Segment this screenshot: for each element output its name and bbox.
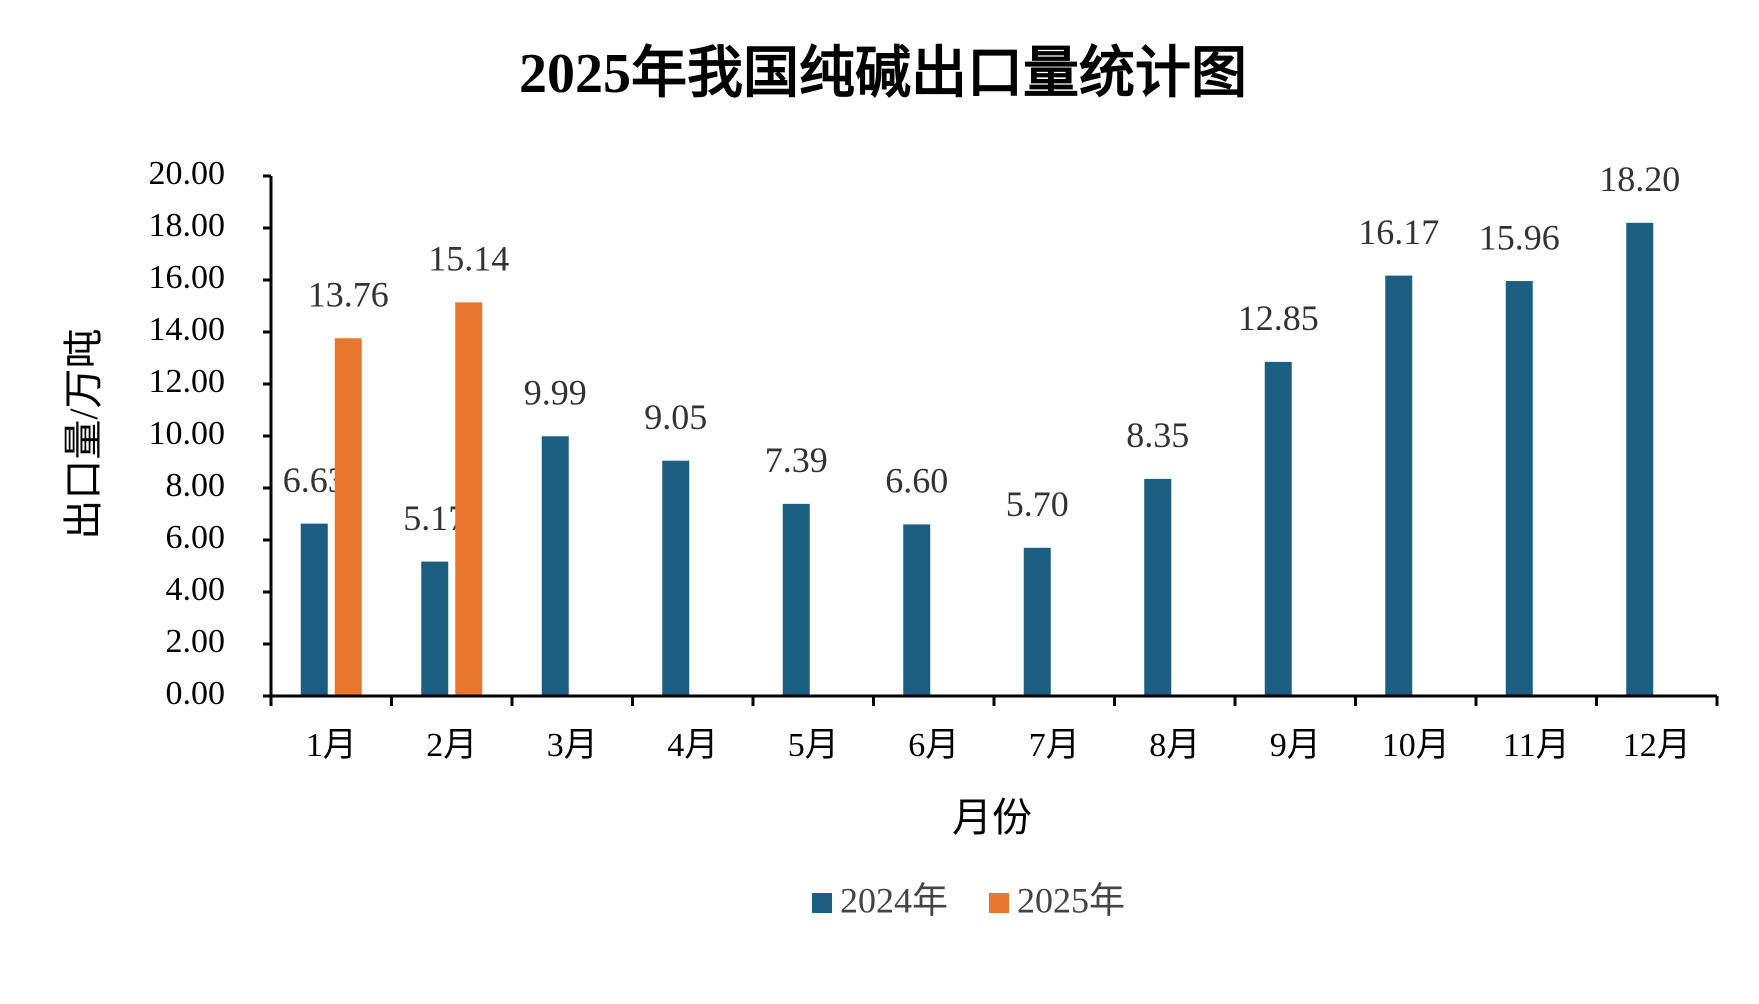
bar bbox=[1626, 222, 1654, 697]
data-label: 16.17 bbox=[1358, 212, 1439, 252]
bar bbox=[421, 561, 449, 696]
bar bbox=[903, 524, 931, 696]
bar bbox=[1144, 478, 1172, 696]
data-label: 15.14 bbox=[428, 239, 509, 279]
y-tick-label: 20.00 bbox=[149, 155, 226, 192]
y-tick-label: 4.00 bbox=[166, 571, 226, 608]
y-tick-label: 18.00 bbox=[149, 207, 226, 244]
y-tick-label: 10.00 bbox=[149, 415, 226, 452]
data-label: 5.70 bbox=[1006, 484, 1069, 524]
legend-swatch bbox=[989, 893, 1009, 913]
y-tick-label: 8.00 bbox=[166, 467, 226, 504]
x-tick-label: 6月 bbox=[908, 727, 959, 764]
x-axis-label: 月份 bbox=[952, 795, 1032, 840]
chart-title: 2025年我国纯碱出口量统计图 bbox=[519, 43, 1247, 105]
y-tick-label: 2.00 bbox=[166, 623, 226, 660]
data-label: 15.96 bbox=[1479, 217, 1560, 257]
y-tick-label: 14.00 bbox=[149, 311, 226, 348]
bar bbox=[334, 338, 362, 696]
bar bbox=[1385, 275, 1413, 696]
x-tick-label: 8月 bbox=[1149, 727, 1200, 764]
x-tick-label: 12月 bbox=[1623, 727, 1691, 764]
bar bbox=[300, 523, 328, 696]
data-label: 13.76 bbox=[308, 275, 389, 315]
data-label: 9.99 bbox=[524, 373, 587, 413]
x-tick-label: 2月 bbox=[426, 727, 477, 764]
data-label: 7.39 bbox=[765, 440, 828, 480]
legend-label: 2024年 bbox=[840, 880, 948, 920]
bar bbox=[1505, 281, 1533, 696]
y-tick-label: 6.00 bbox=[166, 519, 226, 556]
x-tick-label: 7月 bbox=[1029, 727, 1080, 764]
x-tick-label: 4月 bbox=[667, 727, 718, 764]
bar bbox=[782, 503, 810, 696]
y-tick-label: 0.00 bbox=[166, 675, 226, 712]
x-tick-label: 11月 bbox=[1503, 727, 1570, 764]
x-tick-label: 9月 bbox=[1270, 727, 1321, 764]
bar bbox=[455, 302, 483, 696]
bar bbox=[541, 436, 569, 696]
legend-label: 2025年 bbox=[1017, 880, 1125, 920]
data-label: 8.35 bbox=[1126, 415, 1189, 455]
data-label: 9.05 bbox=[644, 397, 707, 437]
bar bbox=[1023, 547, 1051, 696]
legend-swatch bbox=[812, 893, 832, 913]
data-label: 18.20 bbox=[1599, 159, 1680, 199]
bar bbox=[662, 460, 690, 696]
x-tick-label: 5月 bbox=[788, 727, 839, 764]
x-tick-label: 1月 bbox=[306, 727, 357, 764]
y-tick-label: 16.00 bbox=[149, 259, 226, 296]
data-label: 12.85 bbox=[1238, 298, 1319, 338]
data-label: 6.60 bbox=[885, 461, 948, 501]
bar bbox=[1264, 361, 1292, 696]
x-tick-label: 3月 bbox=[547, 727, 598, 764]
y-tick-label: 12.00 bbox=[149, 363, 226, 400]
x-tick-label: 10月 bbox=[1382, 727, 1450, 764]
y-axis-label: 出口量/万吨 bbox=[61, 328, 106, 539]
